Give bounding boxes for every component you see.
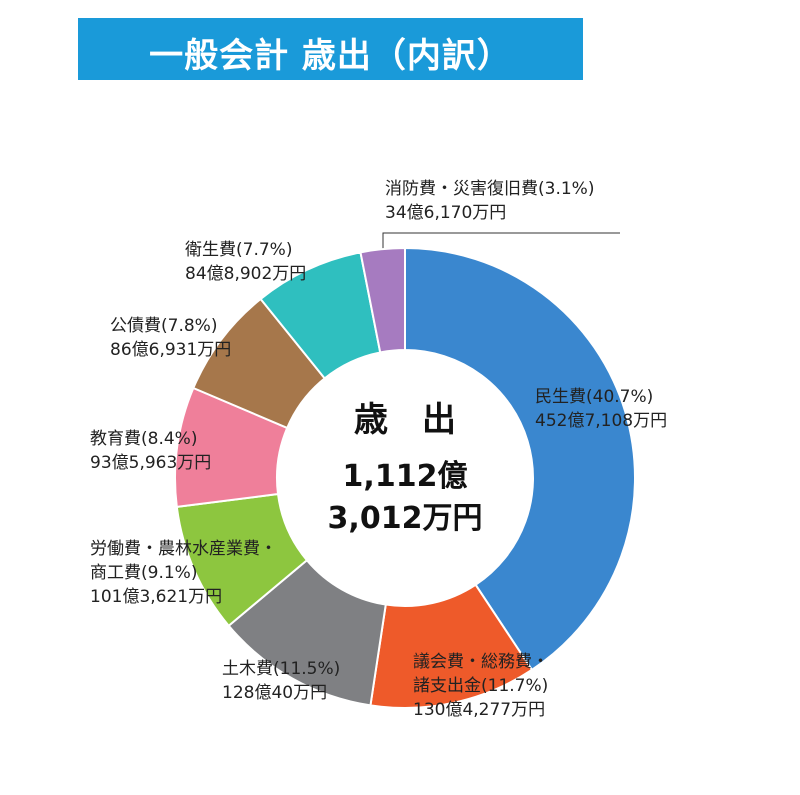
amount-label: 93億5,963万円 [90, 453, 212, 473]
center-title: 歳 出 [354, 400, 456, 440]
amount-label: 84億8,902万円 [185, 264, 307, 284]
donut-slice [359, 246, 406, 354]
slice-label: 公債費(7.8%) 86億6,931万円 [110, 314, 231, 362]
percent-label: (8.4%) [141, 429, 198, 449]
category-name: 労働費・農林水産業費・ 商工費 [90, 539, 277, 583]
slice-label: 衛生費(7.7%) 84億8,902万円 [185, 238, 306, 286]
amount-label: 86億6,931万円 [110, 340, 232, 360]
percent-label: (7.7%) [236, 240, 293, 260]
category-name: 議会費・総務費・ 諸支出金 [413, 652, 549, 696]
amount-label: 101億3,621万円 [90, 587, 223, 607]
slice-label: 民生費(40.7%) 452億7,108万円 [535, 385, 667, 433]
slice-label: 土木費(11.5%) 128億40万円 [222, 657, 340, 705]
amount-label: 34億6,170万円 [385, 203, 507, 223]
category-name: 民生費 [535, 387, 586, 407]
slice-label: 労働費・農林水産業費・ 商工費(9.1%) 101億3,621万円 [90, 537, 277, 609]
category-name: 公債費 [110, 316, 161, 336]
percent-label: (11.5%) [273, 659, 341, 679]
category-name: 教育費 [90, 429, 141, 449]
category-name: 消防費・災害復旧費 [385, 179, 538, 199]
amount-label: 130億4,277万円 [413, 700, 546, 720]
amount-label: 128億40万円 [222, 683, 328, 703]
percent-label: (11.7%) [481, 676, 549, 696]
percent-label: (7.8%) [161, 316, 218, 336]
percent-label: (9.1%) [141, 563, 198, 583]
slice-label: 教育費(8.4%) 93億5,963万円 [90, 427, 211, 475]
slice-label: 議会費・総務費・ 諸支出金(11.7%) 130億4,277万円 [413, 650, 549, 722]
category-name: 衛生費 [185, 240, 236, 260]
amount-label: 452億7,108万円 [535, 411, 668, 431]
center-total: 1,112億 3,012万円 [327, 459, 483, 536]
percent-label: (40.7%) [586, 387, 654, 407]
category-name: 土木費 [222, 659, 273, 679]
slice-label: 消防費・災害復旧費(3.1%) 34億6,170万円 [385, 177, 594, 225]
title-box: 一般会計 歳出（内訳） [78, 18, 583, 80]
chart-title: 一般会計 歳出（内訳） [149, 36, 512, 76]
donut-slice [404, 246, 636, 672]
percent-label: (3.1%) [538, 179, 595, 199]
